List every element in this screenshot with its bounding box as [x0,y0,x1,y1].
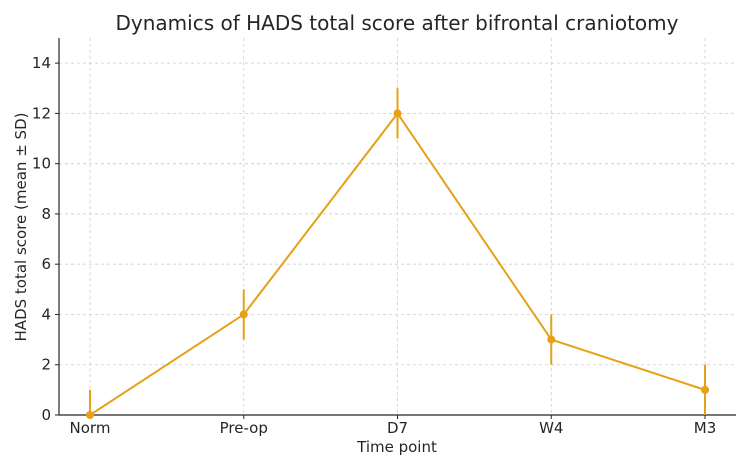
y-tick-label: 0 [41,406,51,424]
y-tick-label: 2 [41,356,51,374]
tick-labels: 0 2 4 6 8 10 12 14 Norm Pre-op D7 W4 M3 [32,54,716,437]
chart-title: Dynamics of HADS total score after bifro… [116,11,679,35]
y-tick-label: 4 [41,305,51,323]
data-point [701,385,709,394]
y-tick-label: 10 [32,155,51,173]
y-tick-label: 14 [32,54,51,72]
x-tick-label: Pre-op [220,419,268,437]
data-point [547,335,556,344]
y-tick-label: 6 [41,255,51,273]
x-tick-label: M3 [694,419,717,437]
x-tick-label: D7 [387,419,408,437]
y-tick-label: 12 [32,104,51,122]
data-point [393,109,402,118]
x-tick-label: W4 [539,419,563,437]
y-tick-label: 8 [41,205,51,223]
data-point [86,411,94,419]
x-axis-label: Time point [356,438,437,456]
x-tick-label: Norm [70,419,111,437]
series-hads [86,88,709,419]
y-axis-label: HADS total score (mean ± SD) [12,113,30,342]
series-layer [86,88,709,419]
data-point [239,310,248,319]
